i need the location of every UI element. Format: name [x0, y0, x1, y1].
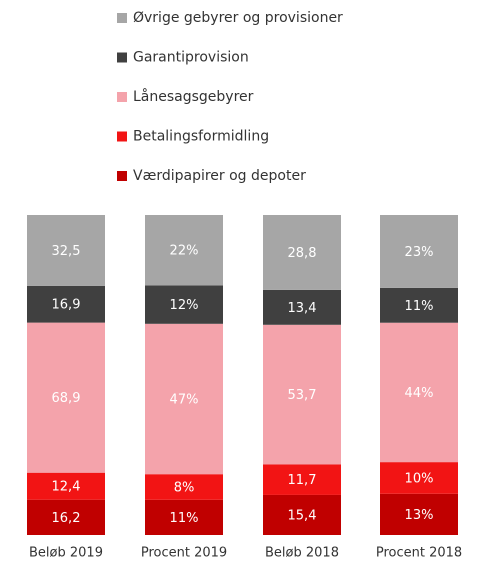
bar-segment: [145, 499, 223, 535]
bar-segment: [145, 474, 223, 500]
bar-segment: [380, 462, 458, 494]
legend-label: Lånesagsgebyrer: [133, 88, 254, 105]
bar-segment: [263, 215, 341, 290]
value-label: 12%: [170, 298, 199, 313]
bar-segment: [145, 285, 223, 324]
value-label: 13,4: [288, 301, 317, 316]
bar-segment: [27, 322, 105, 473]
bar-segment: [27, 499, 105, 535]
legend-swatch: [117, 13, 127, 23]
bar-segment: [263, 324, 341, 465]
bar-segment: [380, 287, 458, 323]
value-label: 53,7: [288, 388, 317, 403]
x-tick-label: Beløb 2019: [29, 546, 103, 561]
legend-swatch: [117, 171, 127, 181]
legend-swatch: [117, 92, 127, 102]
value-label: 44%: [405, 386, 434, 401]
value-label: 47%: [170, 393, 199, 408]
value-label: 15,4: [288, 508, 317, 523]
bar-segment: [145, 323, 223, 475]
bar-segment: [145, 215, 223, 286]
legend-swatch: [117, 131, 127, 142]
bar-segment: [380, 215, 458, 288]
value-label: 8%: [174, 481, 195, 496]
value-label: 16,2: [52, 511, 81, 526]
value-label: 10%: [405, 471, 434, 486]
value-label: 28,8: [288, 246, 317, 261]
bar-segment: [263, 289, 341, 325]
bar-segment: [380, 322, 458, 463]
value-label: 22%: [170, 244, 199, 259]
x-tick-label: Beløb 2018: [265, 546, 339, 561]
value-label: 32,5: [52, 244, 81, 259]
value-label: 13%: [405, 508, 434, 523]
bar-segment: [380, 493, 458, 535]
value-label: 16,9: [52, 298, 81, 313]
value-label: 23%: [405, 245, 434, 260]
legend-swatch: [117, 52, 127, 63]
bar-segment: [263, 494, 341, 535]
x-tick-label: Procent 2019: [141, 546, 227, 561]
x-tick-label: Procent 2018: [376, 546, 462, 561]
legend-label: Betalingsformidling: [133, 129, 269, 145]
legend-label: Garantiprovision: [133, 50, 249, 66]
bar-segment: [263, 464, 341, 495]
legend-label: Værdipapirer og depoter: [133, 168, 306, 184]
value-label: 12,4: [52, 480, 81, 495]
value-label: 11%: [170, 511, 199, 526]
bar-segment: [27, 285, 105, 323]
bar-segment: [27, 215, 105, 286]
value-label: 11,7: [288, 473, 317, 488]
value-label: 68,9: [52, 391, 81, 406]
bar-segment: [27, 472, 105, 500]
value-label: 11%: [405, 299, 434, 314]
legend-label: Øvrige gebyrer og provisioner: [133, 10, 343, 26]
